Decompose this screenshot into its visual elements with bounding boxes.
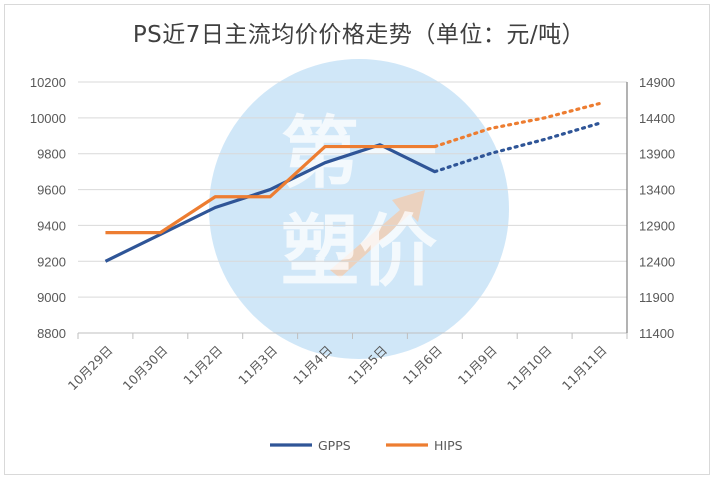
chart-title: PS近7日主流均价价格走势（单位：元/吨） <box>132 22 586 48</box>
watermark-text-bottom: 塑价 <box>281 207 437 297</box>
x-category-label: 11月9日 <box>455 343 500 388</box>
axes <box>77 82 628 339</box>
x-category-label: 11月2日 <box>180 343 225 388</box>
y-left-tick-label: 9200 <box>37 254 66 269</box>
y-left-tick-label: 8800 <box>37 326 66 341</box>
x-category-label: 11月10日 <box>504 343 555 394</box>
y-right-tick-label: 11900 <box>639 290 674 305</box>
series-line-hips <box>105 144 435 235</box>
y-right-tick-label: 11400 <box>639 326 674 341</box>
legend-label-gpps: GPPS <box>318 438 351 453</box>
y-right-tick-label: 13900 <box>639 147 675 162</box>
series-line-gpps <box>104 143 436 263</box>
y-right-tick-label: 13400 <box>639 183 675 198</box>
y-right-tick-label: 14400 <box>639 111 675 126</box>
y-axis-left-labels: 8800 9000 9200 9400 9600 9800 10000 10200 <box>30 75 66 341</box>
y-left-tick-label: 9000 <box>37 290 66 305</box>
y-left-tick-label: 10000 <box>30 111 66 126</box>
watermark-circle <box>209 59 509 359</box>
y-right-tick-label: 12400 <box>639 254 675 269</box>
series-forecast-hips <box>433 101 602 149</box>
y-left-tick-label: 9800 <box>37 147 66 162</box>
y-right-tick-label: 14900 <box>639 75 675 90</box>
y-right-tick-label: 12900 <box>639 218 675 233</box>
x-category-label: 10月30日 <box>120 343 171 394</box>
y-left-tick-label: 10200 <box>30 75 66 90</box>
x-category-label: 11月11日 <box>559 343 610 394</box>
legend-label-hips: HIPS <box>434 438 463 453</box>
legend: GPPS HIPS <box>270 438 463 453</box>
x-category-label: 10月29日 <box>65 343 116 394</box>
y-left-tick-label: 9400 <box>37 218 66 233</box>
y-left-tick-label: 9600 <box>37 183 66 198</box>
series-lines <box>104 101 602 263</box>
watermark-arrow-icon <box>330 190 425 278</box>
series-forecast-gpps <box>433 121 602 174</box>
y-axis-right-labels: 11400 11900 12400 12900 13400 13900 14400 14900 <box>639 75 675 341</box>
x-category-label: 11月3日 <box>235 343 280 388</box>
